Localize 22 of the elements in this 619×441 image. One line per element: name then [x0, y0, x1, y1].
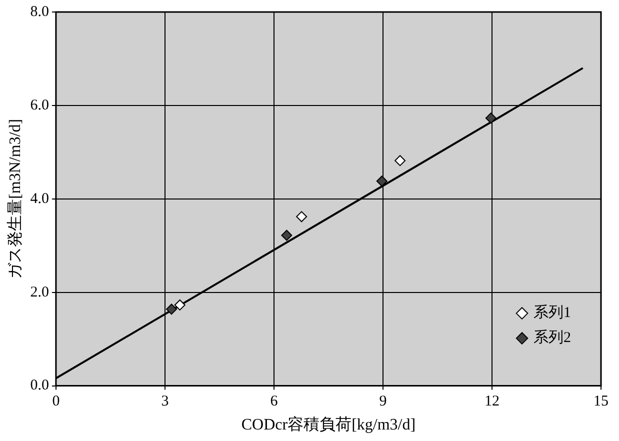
point: [166, 304, 177, 315]
y-tick-label: 8.0: [30, 4, 49, 20]
x-tick-label: 0: [52, 394, 60, 410]
legend-label: 系列1: [534, 304, 571, 322]
point: [376, 176, 388, 187]
x-tick-label: 3: [161, 394, 169, 410]
point: [394, 155, 406, 166]
y-tick-label: 6.0: [30, 97, 49, 114]
x-tick-label: 6: [270, 394, 278, 410]
legend-label: 系列2: [534, 329, 571, 346]
point: [174, 299, 186, 310]
x-tick-label: 9: [379, 394, 387, 410]
point: [485, 112, 496, 124]
x-axis-title: CODcr容積負荷[kg/m3/d]: [241, 416, 416, 434]
point: [281, 230, 292, 241]
y-tick-label: 0.0: [30, 378, 49, 394]
x-tick-label: 15: [594, 394, 608, 410]
y-tick-label: 4.0: [30, 190, 49, 207]
x-tick-label: 12: [484, 394, 500, 410]
y-axis-title: ガス発生量[m3N/m3/d]: [6, 118, 24, 279]
y-tick-label: 2.0: [30, 284, 49, 300]
point: [296, 211, 308, 222]
